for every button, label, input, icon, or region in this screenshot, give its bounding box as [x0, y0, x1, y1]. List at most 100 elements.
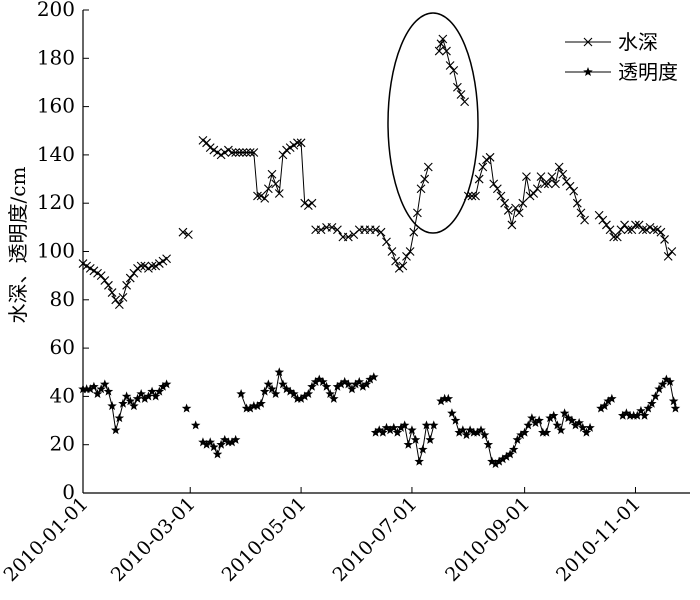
- data-point-star-marker: [625, 410, 635, 420]
- data-point-star-marker: [607, 393, 617, 403]
- data-point-star-marker: [643, 403, 653, 413]
- data-point-star-marker: [636, 405, 646, 415]
- data-point-star-marker: [89, 381, 99, 391]
- data-point-star-marker: [516, 430, 526, 440]
- data-point-star-marker: [136, 388, 146, 399]
- legend-label: 透明度: [618, 60, 678, 84]
- data-point-star-marker: [212, 449, 223, 459]
- data-point-x-marker: [660, 235, 669, 244]
- data-point-x-marker: [445, 61, 455, 70]
- data-point-x-marker: [147, 261, 157, 271]
- data-point-star-marker: [657, 379, 668, 389]
- data-point-star-marker: [354, 376, 364, 386]
- data-point-star-marker: [418, 444, 428, 454]
- data-point-x-marker: [416, 184, 426, 194]
- data-point-x-marker: [234, 148, 244, 157]
- data-point-x-marker: [478, 162, 488, 172]
- x-tick-label: 2010-07-01: [328, 493, 421, 586]
- y-tick-label: 100: [37, 239, 75, 263]
- data-point-x-marker: [456, 90, 466, 99]
- data-point-star-marker: [118, 398, 128, 408]
- legend-x-marker: [583, 37, 593, 47]
- data-point-star-marker: [665, 376, 675, 386]
- data-point-star-marker: [567, 415, 577, 425]
- data-point-x-marker: [343, 232, 353, 242]
- data-point-star-marker: [339, 376, 350, 386]
- data-point-star-marker: [361, 379, 372, 389]
- data-point-star-marker: [350, 379, 361, 389]
- data-point-x-marker: [540, 179, 549, 189]
- data-point-star-marker: [289, 388, 299, 399]
- data-point-star-marker: [365, 374, 375, 384]
- data-point-x-marker: [503, 206, 513, 215]
- data-point-star-marker: [110, 425, 121, 435]
- data-point-star-marker: [519, 427, 530, 437]
- data-point-star-marker: [581, 427, 592, 437]
- data-point-x-marker: [438, 34, 448, 44]
- data-point-x-marker: [569, 186, 579, 196]
- data-point-star-marker: [299, 391, 310, 401]
- data-point-x-marker: [125, 273, 135, 283]
- y-axis-label: 水深、透明度/cm: [6, 167, 30, 324]
- data-point-x-marker: [253, 191, 262, 201]
- data-point-x-marker: [623, 225, 633, 235]
- data-point-star-marker: [154, 386, 165, 396]
- data-point-star-marker: [389, 422, 399, 432]
- data-point-x-marker: [178, 227, 188, 237]
- data-point-x-marker: [274, 189, 284, 198]
- data-point-star-marker: [407, 425, 417, 435]
- y-tick-label: 40: [50, 383, 75, 407]
- y-tick-label: 140: [37, 142, 75, 166]
- data-point-star-marker: [632, 410, 643, 420]
- data-point-x-marker: [500, 198, 510, 208]
- data-point-star-marker: [494, 456, 504, 466]
- data-point-x-marker: [474, 174, 484, 184]
- series-transparency: [78, 367, 681, 469]
- data-point-star-marker: [249, 401, 259, 411]
- data-point-x-marker: [532, 184, 542, 194]
- data-point-star-marker: [259, 386, 270, 396]
- data-point-star-marker: [278, 379, 288, 389]
- data-point-star-marker: [670, 403, 681, 413]
- data-point-star-marker: [512, 434, 523, 444]
- data-point-star-marker: [618, 410, 628, 420]
- data-point-star-marker: [329, 393, 339, 403]
- data-point-x-marker: [631, 220, 640, 230]
- data-point-star-marker: [241, 403, 252, 413]
- data-point-star-marker: [270, 388, 281, 399]
- data-point-star-marker: [425, 434, 435, 444]
- y-tick-label: 80: [50, 287, 75, 311]
- data-point-x-marker: [605, 225, 615, 235]
- data-point-star-marker: [454, 427, 464, 437]
- data-point-x-marker: [634, 220, 644, 230]
- data-point-star-marker: [121, 391, 132, 401]
- data-point-star-marker: [458, 425, 468, 435]
- data-point-star-marker: [490, 459, 501, 469]
- y-tick-label: 160: [37, 94, 75, 118]
- data-point-star-marker: [530, 417, 541, 428]
- data-point-star-marker: [498, 454, 508, 464]
- y-tick-label: 200: [37, 0, 75, 21]
- data-point-star-marker: [190, 420, 201, 430]
- data-point-star-marker: [639, 410, 650, 420]
- data-point-star-marker: [661, 374, 672, 384]
- data-point-x-marker: [612, 232, 622, 242]
- data-point-star-marker: [274, 367, 285, 377]
- data-point-star-marker: [429, 420, 439, 430]
- data-point-star-marker: [538, 427, 548, 437]
- data-point-star-marker: [252, 401, 263, 411]
- data-point-x-marker: [402, 251, 411, 261]
- data-point-x-marker: [554, 162, 564, 172]
- data-point-x-marker: [96, 271, 106, 281]
- data-point-x-marker: [543, 179, 553, 189]
- data-point-star-marker: [523, 420, 534, 430]
- data-point-star-marker: [227, 437, 237, 447]
- highlight-ellipse: [387, 12, 479, 234]
- legend-star-marker: [583, 67, 593, 77]
- data-point-x-marker: [245, 148, 255, 157]
- data-point-star-marker: [321, 381, 332, 391]
- data-point-star-marker: [654, 384, 664, 394]
- series-line: [82, 258, 167, 306]
- data-point-x-marker: [547, 172, 557, 182]
